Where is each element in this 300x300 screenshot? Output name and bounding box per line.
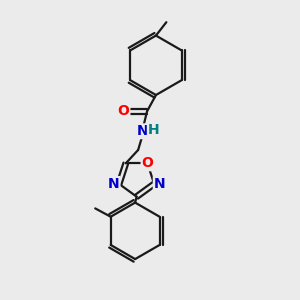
Text: H: H	[148, 123, 159, 137]
Text: O: O	[142, 156, 153, 170]
Text: N: N	[108, 177, 120, 191]
Text: N: N	[154, 177, 165, 191]
Text: O: O	[118, 104, 130, 118]
Text: N: N	[137, 124, 148, 138]
